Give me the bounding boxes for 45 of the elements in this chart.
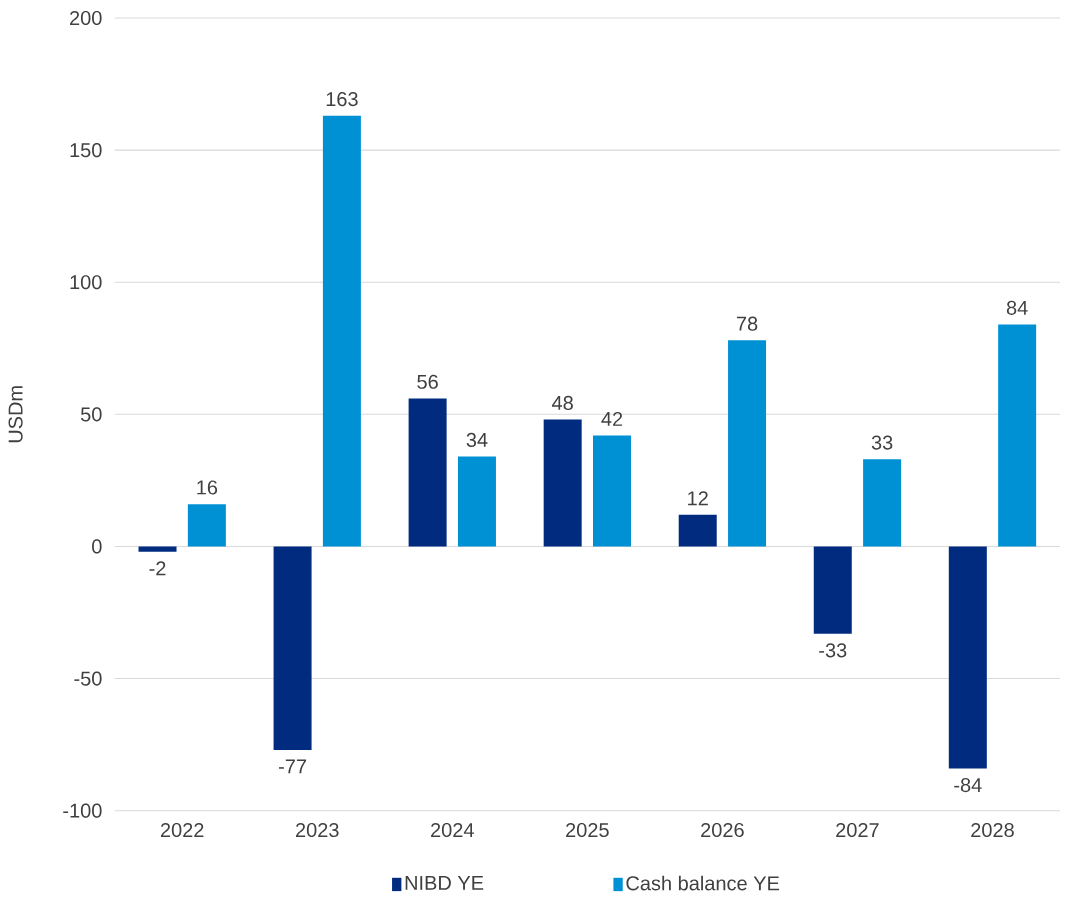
data-label: -84 [954,777,982,793]
data-label: 163 [326,91,358,107]
bar [678,514,717,547]
x-tick-label: 2027 [836,822,879,838]
bar [322,115,361,547]
x-tick-label: 2024 [431,822,474,838]
data-label: 56 [417,374,438,389]
bar [138,546,177,552]
data-label: 78 [736,316,758,331]
bar [408,398,447,547]
data-label: 34 [466,432,488,447]
data-label: -33 [819,643,847,658]
bar [273,546,312,750]
bar [543,419,582,547]
data-label: 84 [1006,300,1028,315]
x-tick-label: 2023 [296,822,339,838]
data-label: 42 [601,411,623,426]
bar [998,324,1037,547]
bar [593,435,632,547]
bar [187,504,226,547]
y-tick-label: -100 [63,803,102,818]
bar [813,546,852,634]
y-tick-label: 50 [80,407,102,422]
bar [457,456,496,547]
data-label: -77 [279,759,307,774]
x-tick-label: 2022 [160,822,204,838]
legend-label: Cash balance YE [626,875,780,891]
data-label: 16 [197,480,218,495]
data-label: 33 [871,435,893,450]
legend-label: NIBD YE [405,876,484,890]
data-label: 12 [688,491,708,506]
y-tick-label: 150 [70,143,102,158]
x-tick-label: 2026 [701,822,744,838]
bar [863,459,902,547]
x-tick-label: 2025 [566,822,609,838]
bar [728,340,767,547]
y-axis-title: USDm [8,386,23,443]
y-tick-label: 200 [70,10,102,26]
x-tick-label: 2028 [971,822,1014,838]
y-tick-label: -50 [74,671,102,686]
data-label: -2 [149,561,166,576]
y-tick-label: 0 [92,539,102,554]
bar [948,546,987,769]
data-label: 48 [552,395,573,411]
y-tick-label: 100 [70,275,102,290]
